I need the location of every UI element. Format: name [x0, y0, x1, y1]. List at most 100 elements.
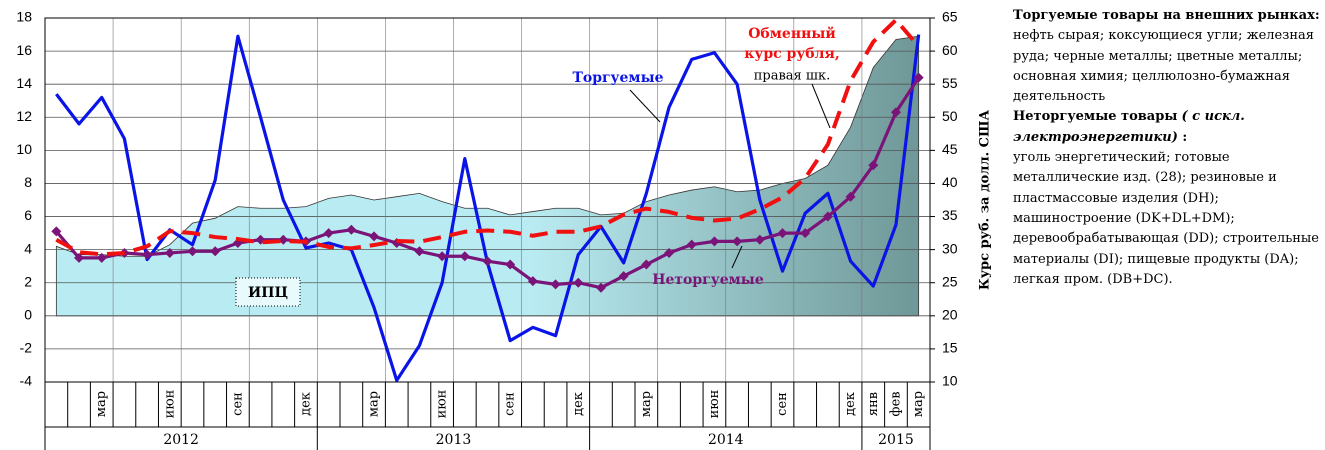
traded-label: Торгуемые — [572, 70, 663, 86]
y2-tick-label: 55 — [942, 75, 958, 91]
series-marker — [800, 228, 811, 239]
y-tick-label: 18 — [16, 9, 32, 25]
series-marker — [369, 231, 380, 242]
side-note: Торгуемые товары на внешних рынках: нефть… — [1013, 6, 1323, 290]
y2-tick-label: 65 — [942, 9, 958, 25]
y-tick-label: -4 — [20, 373, 33, 389]
x-tick-label: фев — [888, 391, 903, 416]
series-marker — [573, 277, 584, 288]
year-label: 2012 — [163, 432, 199, 448]
nontraded-block: Неторгуемые товары ( с искл. электроэнер… — [1013, 107, 1323, 290]
year-label: 2015 — [878, 432, 914, 448]
series-marker — [187, 246, 198, 257]
y2-axis-title: Курс руб. за долл. США — [978, 109, 993, 290]
x-tick-label: сен — [230, 392, 245, 416]
series-marker — [754, 234, 765, 245]
y2-tick-label: 10 — [942, 373, 958, 389]
nontraded-heading-em: ( с искл. электроэнергетики) — [1013, 109, 1245, 145]
cpi-label: ИПЦ — [248, 285, 288, 301]
nontraded-heading: Неторгуемые товары — [1013, 109, 1178, 125]
y-tick-label: 4 — [24, 240, 32, 256]
x-tick-label: мар — [639, 391, 654, 417]
series-marker — [96, 252, 107, 263]
y-tick-label: 6 — [24, 207, 32, 223]
traded-block: Торгуемые товары на внешних рынках: нефть… — [1013, 6, 1323, 107]
series-marker — [890, 107, 901, 118]
x-tick-label: дек — [571, 392, 586, 416]
series-marker — [732, 236, 743, 247]
traded-heading: Торгуемые товары на внешних рынках: — [1013, 8, 1320, 23]
rate-label-line: Обменный — [748, 25, 836, 42]
y2-tick-label: 30 — [942, 240, 958, 256]
series-marker — [482, 256, 493, 267]
series-marker — [414, 246, 425, 257]
series-line — [55, 17, 921, 257]
series-marker — [346, 224, 357, 235]
series-marker — [709, 236, 720, 247]
year-label: 2013 — [436, 432, 472, 448]
y-tick-label: 2 — [24, 273, 32, 289]
y-tick-label: 10 — [16, 141, 32, 157]
series-marker — [164, 247, 175, 258]
year-label: 2014 — [708, 432, 744, 448]
y2-tick-label: 35 — [942, 207, 958, 223]
nontraded-label: Неторгуемые — [652, 272, 764, 288]
nontraded-leader — [731, 245, 743, 269]
cpi-label-box — [235, 277, 301, 307]
y2-tick-label: 15 — [942, 340, 958, 356]
series-marker — [664, 247, 675, 258]
y-tick-label: 14 — [16, 75, 32, 91]
x-tick-label: сен — [775, 392, 790, 416]
x-tick-label: мар — [367, 391, 382, 417]
chart: -4 -2 0 2 4 6 8 10 12 14 16 18 10 15 20 25 30 35 40 45 50 55 6… — [16, 9, 993, 450]
x-tick-label: июн — [707, 390, 722, 419]
nontraded-body: уголь энергетический; готовые металличес… — [1013, 150, 1319, 287]
y2-tick-label: 45 — [942, 141, 958, 157]
y2-tick-label: 20 — [942, 307, 958, 323]
series-marker — [686, 239, 697, 250]
series-marker — [868, 160, 879, 171]
x-tick-label: мар — [94, 391, 109, 417]
y-tick-label: 0 — [24, 307, 32, 323]
series-marker — [74, 252, 85, 263]
x-tick-label: янв — [866, 392, 881, 416]
series-marker — [505, 259, 516, 270]
nontraded-heading-tail: : — [1177, 129, 1188, 145]
rate-leader — [811, 83, 831, 129]
series-marker — [278, 234, 289, 245]
x-tick-label: дек — [298, 392, 313, 416]
rate-label-line: курс рубля, — [744, 46, 839, 62]
series-marker — [210, 246, 221, 257]
x-tick-label: сен — [503, 392, 518, 416]
series-marker — [437, 251, 448, 262]
series-marker — [51, 226, 62, 237]
series-marker — [845, 191, 856, 202]
traded-body: нефть сырая; коксующиеся угли; железная … — [1013, 28, 1314, 105]
y-tick-label: 12 — [16, 108, 32, 124]
series-marker — [142, 249, 153, 260]
series-marker — [527, 276, 538, 287]
y-tick-label: -2 — [20, 340, 33, 356]
y2-tick-label: 60 — [942, 42, 958, 58]
rate-label: Обменный курс рубля, — [744, 25, 839, 62]
y2-tick-label: 40 — [942, 174, 958, 190]
rate-note: правая шк. — [754, 69, 830, 84]
series-marker — [550, 279, 561, 290]
x-tick-label: дек — [843, 392, 858, 416]
y2-tick-label: 25 — [942, 273, 958, 289]
series-marker — [822, 211, 833, 222]
y2-tick-label: 50 — [942, 108, 958, 124]
series-marker — [459, 251, 470, 262]
series-marker — [777, 228, 788, 239]
y-tick-label: 8 — [24, 174, 32, 190]
plot-frame — [44, 17, 931, 383]
x-tick-label: июн — [435, 390, 450, 419]
series-marker — [618, 271, 629, 282]
cpi-area — [55, 35, 920, 317]
x-tick-label: мар — [911, 391, 926, 417]
y-tick-label: 16 — [16, 42, 32, 58]
traded-leader — [629, 89, 661, 123]
series-marker — [641, 259, 652, 270]
series-marker — [913, 72, 924, 83]
